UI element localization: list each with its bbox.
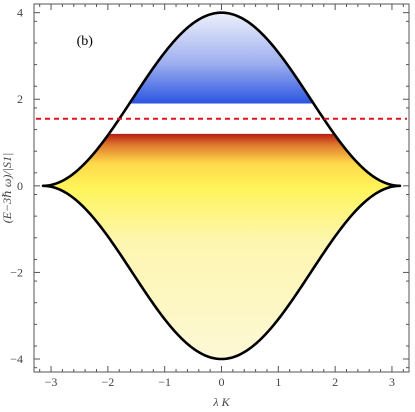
y-tick-label: 4 — [17, 6, 23, 20]
y-tick-label: 0 — [17, 179, 23, 193]
upper-band-fill — [43, 12, 400, 104]
x-axis-label: λ K — [212, 395, 230, 409]
x-tick-label: 1 — [275, 375, 281, 389]
x-tick-label: 0 — [219, 375, 225, 389]
x-axis-ticks: −3 −2 −1 0 1 2 3 — [39, 4, 404, 389]
x-tick-label: 3 — [389, 375, 395, 389]
y-tick-label: −4 — [10, 352, 23, 366]
x-tick-label: −1 — [158, 375, 171, 389]
x-tick-label: 2 — [332, 375, 338, 389]
lower-band-fill — [43, 133, 400, 360]
band-outline — [41, 11, 402, 361]
y-tick-label: −2 — [10, 265, 23, 279]
x-tick-label: −3 — [45, 375, 58, 389]
y-axis-label: (E−3ℏ ω)/|S1| — [0, 153, 14, 224]
x-tick-label: −2 — [101, 375, 114, 389]
band-fill-group — [43, 12, 400, 360]
y-axis-ticks: −4 −2 0 2 4 — [10, 6, 409, 369]
y-tick-label: 2 — [17, 92, 23, 106]
panel-label: (b) — [77, 34, 94, 49]
